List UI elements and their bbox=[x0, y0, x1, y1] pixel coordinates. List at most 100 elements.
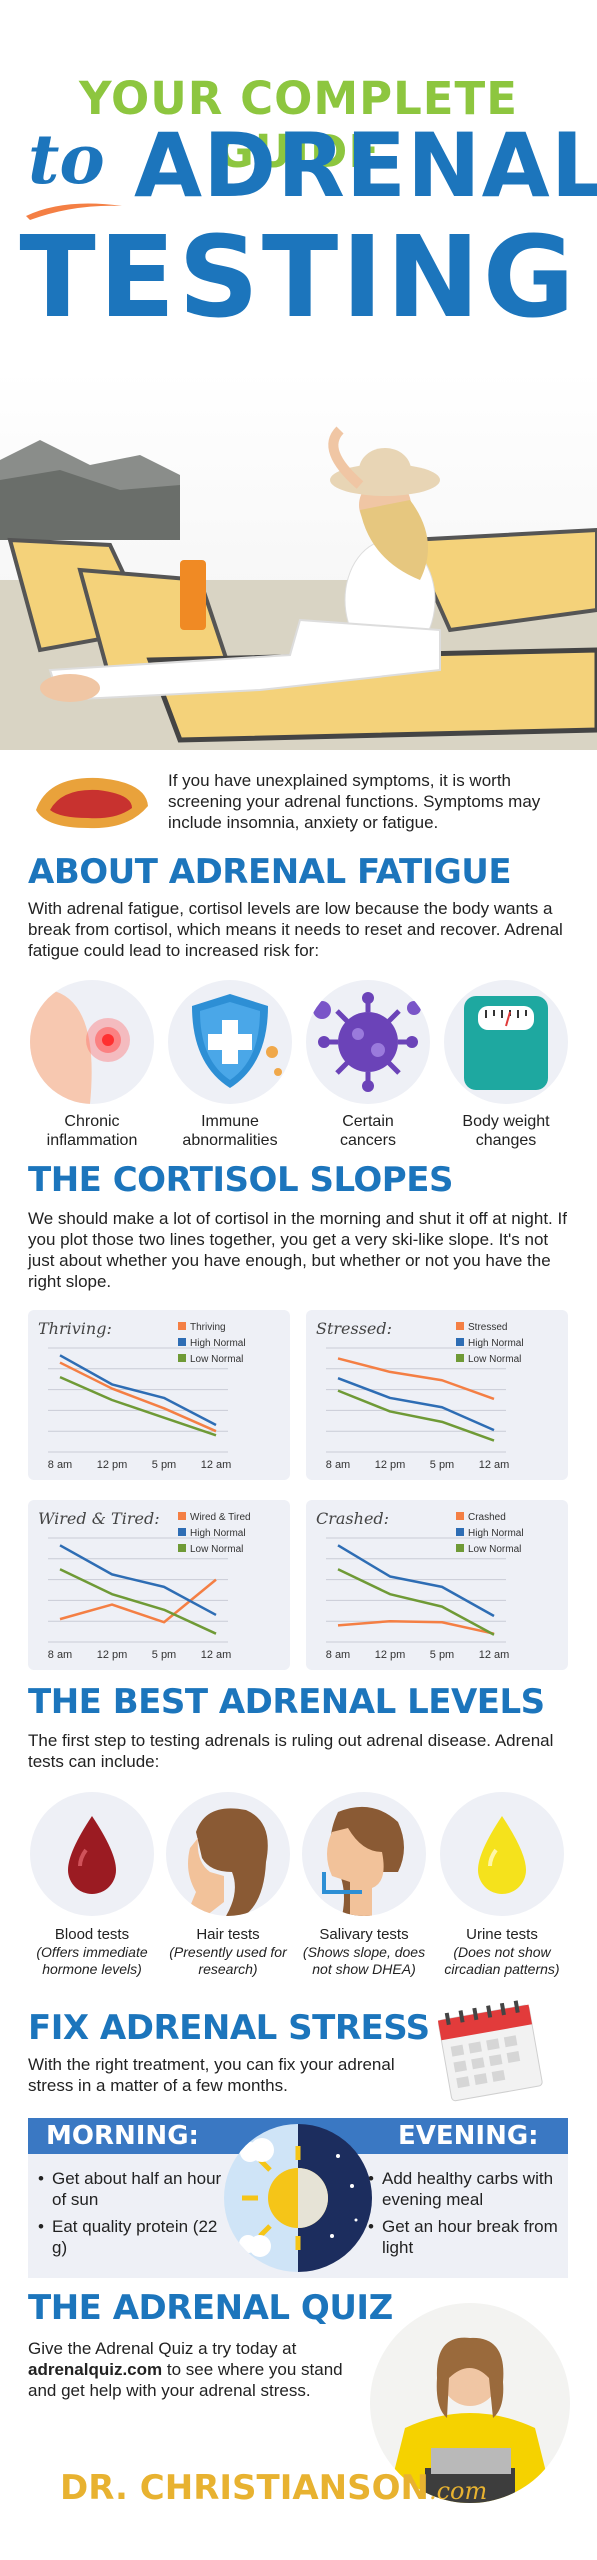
test-name: Salivary tests bbox=[319, 1926, 409, 1943]
chart-thriving: Thriving: 8 am 12 pm 5 pm 12 am Thriving High … bbox=[28, 1310, 290, 1480]
legend-swatch bbox=[178, 1544, 186, 1552]
x-tick-label: 12 am bbox=[201, 1459, 232, 1471]
about-text: With adrenal fatigue, cortisol levels ar… bbox=[28, 899, 563, 960]
test-item: Salivary tests (Shows slope, does not sho… bbox=[294, 1792, 434, 1978]
risk-item: Chronic inflammation bbox=[24, 980, 160, 1150]
series-line bbox=[59, 1361, 217, 1433]
fix-text: With the right treatment, you can fix yo… bbox=[28, 2055, 395, 2095]
urine-drop-icon bbox=[440, 1792, 564, 1916]
risk-label-line1: Immune bbox=[201, 1113, 259, 1130]
scale-icon bbox=[444, 980, 568, 1104]
chart-title: Thriving: bbox=[38, 1319, 112, 1338]
legend-label: Thriving bbox=[190, 1322, 226, 1333]
test-note: (Offers immediate hormone levels) bbox=[36, 1944, 148, 1977]
series-line bbox=[337, 1376, 495, 1432]
chart-svg: Crashed: 8 am 12 pm 5 pm 12 am Crashed High No… bbox=[316, 1509, 524, 1661]
intro-text: If you have unexplained symptoms, it is … bbox=[168, 771, 541, 832]
legend-swatch bbox=[456, 1322, 464, 1330]
swoosh-decoration bbox=[26, 203, 122, 220]
series-line bbox=[337, 1389, 495, 1442]
chart-svg: Thriving: 8 am 12 pm 5 pm 12 am Thriving High … bbox=[38, 1319, 246, 1471]
evening-heading: EVENING: bbox=[398, 2121, 539, 2151]
legend-swatch bbox=[178, 1528, 186, 1536]
cancer-cell-icon bbox=[306, 980, 430, 1104]
brand-name: DR. CHRISTIANSON bbox=[60, 2468, 429, 2508]
adrenal-gland-icon bbox=[36, 777, 148, 829]
legend-label: High Normal bbox=[190, 1528, 246, 1539]
risk-item: Body weight changes bbox=[438, 980, 574, 1150]
chart-crashed: Crashed: 8 am 12 pm 5 pm 12 am Crashed High No… bbox=[306, 1500, 568, 1670]
x-tick-label: 8 am bbox=[326, 1649, 350, 1661]
blood-drop-icon bbox=[30, 1792, 154, 1916]
quiz-heading: THE ADRENAL QUIZ bbox=[28, 2288, 393, 2328]
chart-title: Stressed: bbox=[316, 1319, 392, 1338]
legend-label: Low Normal bbox=[190, 1544, 243, 1555]
x-tick-label: 5 pm bbox=[152, 1649, 176, 1661]
chart-wired-tired: Wired & Tired: 8 am 12 pm 5 pm 12 am Wired & … bbox=[28, 1500, 290, 1670]
test-note: (Presently used for research) bbox=[169, 1944, 287, 1977]
risk-item: Certain cancers bbox=[300, 980, 436, 1150]
about-heading: ABOUT ADRENAL FATIGUE bbox=[28, 852, 512, 892]
x-tick-label: 12 am bbox=[479, 1459, 510, 1471]
list-item: Eat quality protein (22 g) bbox=[38, 2216, 228, 2258]
levels-heading: THE BEST ADRENAL LEVELS bbox=[28, 1682, 545, 1722]
legend-swatch bbox=[456, 1544, 464, 1552]
series-line bbox=[337, 1568, 495, 1636]
quiz-photo bbox=[370, 2303, 570, 2503]
x-tick-label: 12 am bbox=[479, 1649, 510, 1661]
x-tick-label: 8 am bbox=[326, 1459, 350, 1471]
legend-swatch bbox=[178, 1354, 186, 1362]
risk-label-line2: abnormalities bbox=[182, 1132, 278, 1149]
legend-label: Wired & Tired bbox=[190, 1512, 251, 1523]
test-name: Hair tests bbox=[196, 1926, 260, 1943]
legend-swatch bbox=[178, 1322, 186, 1330]
legend-label: Low Normal bbox=[190, 1354, 243, 1365]
chart-title: Wired & Tired: bbox=[38, 1509, 160, 1528]
chart-stressed: Stressed: 8 am 12 pm 5 pm 12 am Stressed High … bbox=[306, 1310, 568, 1480]
test-name: Urine tests bbox=[466, 1926, 538, 1943]
levels-text: The first step to testing adrenals is ru… bbox=[28, 1731, 554, 1771]
morning-evening-panel: MORNING: EVENING: Get about half an hour… bbox=[28, 2118, 568, 2278]
slopes-text: We should make a lot of cortisol in the … bbox=[28, 1209, 567, 1291]
chart-title: Crashed: bbox=[316, 1509, 389, 1528]
x-tick-label: 12 pm bbox=[375, 1459, 406, 1471]
brand-logo[interactable]: DR. CHRISTIANSON.com bbox=[60, 2468, 487, 2508]
series-line bbox=[337, 1544, 495, 1618]
test-item: Blood tests (Offers immediate hormone lev… bbox=[22, 1792, 162, 1978]
list-item: Add healthy carbs with evening meal bbox=[368, 2168, 558, 2210]
x-tick-label: 8 am bbox=[48, 1649, 72, 1661]
list-item: Get an hour break from light bbox=[368, 2216, 558, 2258]
x-tick-label: 5 pm bbox=[152, 1459, 176, 1471]
risk-label-line2: cancers bbox=[339, 1132, 397, 1149]
risk-label-line1: Body weight bbox=[462, 1113, 550, 1130]
x-tick-label: 12 am bbox=[201, 1649, 232, 1661]
morning-heading: MORNING: bbox=[46, 2121, 199, 2151]
quiz-text-after: to see where you stand and get help with… bbox=[28, 2360, 343, 2400]
evening-list: Add healthy carbs with evening meal Get … bbox=[368, 2168, 558, 2264]
chart-svg: Stressed: 8 am 12 pm 5 pm 12 am Stressed High … bbox=[316, 1319, 524, 1471]
legend-label: Stressed bbox=[468, 1322, 507, 1333]
title-testing: TESTING bbox=[19, 213, 578, 343]
legend-label: Low Normal bbox=[468, 1544, 521, 1555]
x-tick-label: 8 am bbox=[48, 1459, 72, 1471]
series-line bbox=[59, 1354, 217, 1427]
quiz-text-before: Give the Adrenal Quiz a try today at bbox=[28, 2339, 297, 2358]
legend-label: High Normal bbox=[468, 1338, 524, 1349]
sun-moon-icon bbox=[224, 2124, 372, 2272]
test-name: Blood tests bbox=[54, 1926, 130, 1943]
slopes-heading: THE CORTISOL SLOPES bbox=[28, 1160, 453, 1200]
quiz-link[interactable]: adrenalquiz.com bbox=[28, 2360, 163, 2379]
test-note: (Does not show circadian patterns) bbox=[444, 1944, 560, 1977]
legend-label: Crashed bbox=[468, 1512, 506, 1523]
risk-item: Immune abnormalities bbox=[162, 980, 298, 1150]
x-tick-label: 12 pm bbox=[97, 1459, 128, 1471]
title-to: to bbox=[28, 120, 105, 200]
series-line bbox=[337, 1357, 495, 1401]
chart-svg: Wired & Tired: 8 am 12 pm 5 pm 12 am Wired & … bbox=[38, 1509, 251, 1661]
morning-list: Get about half an hour of sun Eat qualit… bbox=[38, 2168, 228, 2264]
x-tick-label: 5 pm bbox=[430, 1649, 454, 1661]
series-line bbox=[59, 1375, 217, 1437]
series-line bbox=[337, 1619, 495, 1635]
legend-swatch bbox=[456, 1528, 464, 1536]
x-tick-label: 12 pm bbox=[375, 1649, 406, 1661]
